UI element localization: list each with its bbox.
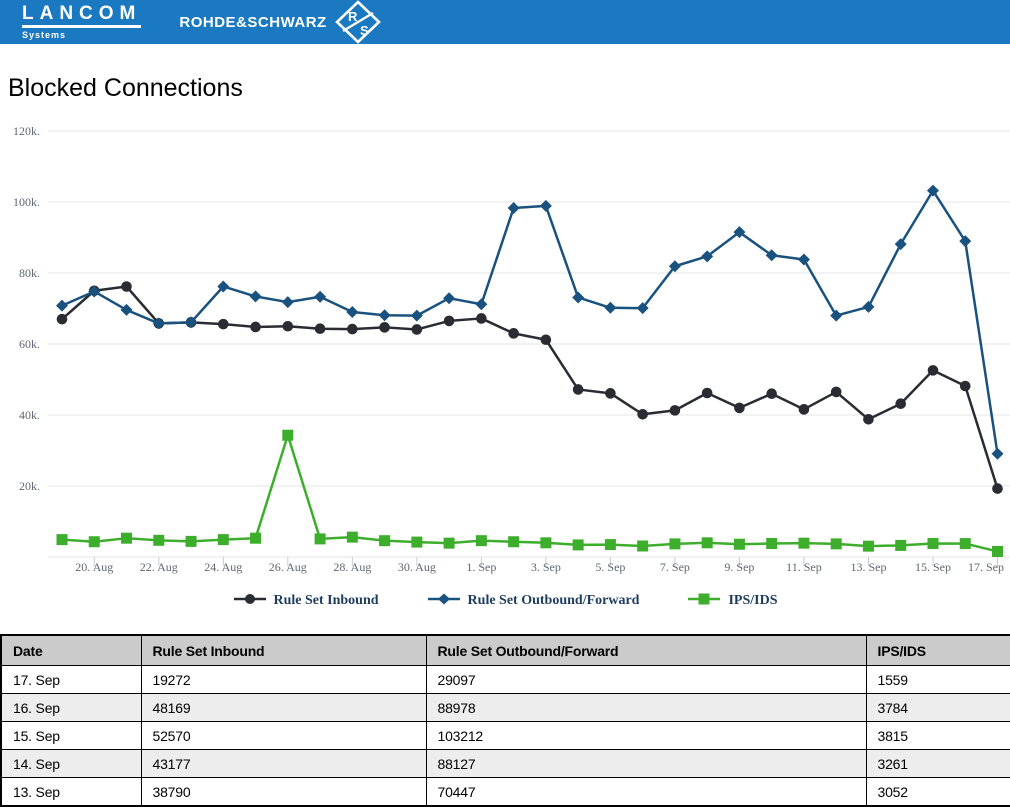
svg-text:R: R bbox=[348, 9, 358, 24]
legend-item-rule-set-outbound-forward[interactable]: Rule Set Outbound/Forward bbox=[427, 592, 640, 611]
rule-set-inbound-marker-icon bbox=[233, 592, 267, 611]
column-header-rule-set-inbound: Rule Set Inbound bbox=[140, 634, 427, 666]
x-axis-label: 5. Sep bbox=[595, 560, 625, 574]
legend-label: Rule Set Outbound/Forward bbox=[467, 593, 640, 608]
rule-set-outbound-forward-marker-icon bbox=[427, 592, 461, 611]
y-axis-label: 40k. bbox=[19, 408, 40, 422]
series-ips-ids bbox=[56, 429, 1003, 557]
cell-date: 15. Sep bbox=[0, 721, 142, 750]
chart-legend: Rule Set Inbound Rule Set Outbound/Forwa… bbox=[0, 592, 1010, 610]
cell-value: 3052 bbox=[865, 777, 1010, 807]
y-axis-label: 20k. bbox=[19, 479, 40, 493]
legend-item-rule-set-inbound[interactable]: Rule Set Inbound bbox=[233, 592, 379, 611]
lancom-wordmark: LANCOM bbox=[22, 4, 142, 28]
cell-value: 19272 bbox=[140, 665, 427, 694]
legend-label: Rule Set Inbound bbox=[273, 593, 379, 608]
lancom-subtitle: Systems bbox=[22, 30, 67, 40]
series-line bbox=[61, 285, 999, 489]
cell-value: 70447 bbox=[425, 777, 867, 807]
x-axis-label: 24. Aug bbox=[204, 560, 242, 574]
cell-value: 52570 bbox=[140, 721, 427, 750]
blocked-connections-chart: 20k. 40k. 60k. 80k. 100k. 120k. 20. Aug 22. Aug… bbox=[13, 124, 1010, 574]
y-axis-label: 120k. bbox=[13, 124, 40, 138]
rohde-schwarz-diamond-icon: R S bbox=[334, 0, 381, 44]
table-header-row: Date Rule Set Inbound Rule Set Outbound/… bbox=[0, 634, 1010, 666]
x-axis-label: 1. Sep bbox=[466, 560, 496, 574]
cell-value: 88127 bbox=[425, 749, 867, 778]
x-axis-label: 30. Aug bbox=[398, 560, 436, 574]
cell-value: 3261 bbox=[865, 749, 1010, 778]
table-row: 15. Sep 52570 103212 3815 bbox=[0, 721, 1010, 750]
x-axis-label: 7. Sep bbox=[660, 560, 690, 574]
y-axis-label: 100k. bbox=[13, 195, 40, 209]
svg-text:S: S bbox=[360, 23, 369, 38]
series-line bbox=[61, 189, 999, 454]
legend-label: IPS/IDS bbox=[728, 593, 778, 608]
series-rule-set-outbound-forward bbox=[56, 184, 1004, 460]
x-axis-label: 17. Sep bbox=[968, 560, 1004, 574]
column-header-ips-ids: IPS/IDS bbox=[865, 634, 1010, 666]
page-title: Blocked Connections bbox=[8, 74, 243, 102]
x-axis-label: 26. Aug bbox=[269, 560, 307, 574]
column-header-rule-set-outbound-forward: Rule Set Outbound/Forward bbox=[425, 634, 867, 666]
cell-value: 3815 bbox=[865, 721, 1010, 750]
cell-value: 3784 bbox=[865, 693, 1010, 722]
rohde-schwarz-wordmark: ROHDE&SCHWARZ bbox=[179, 13, 327, 31]
table-row: 17. Sep 19272 29097 1559 bbox=[0, 665, 1010, 694]
blocked-connections-table: Date Rule Set Inbound Rule Set Outbound/… bbox=[0, 634, 1010, 807]
x-axis-label: 22. Aug bbox=[140, 560, 178, 574]
table-row: 16. Sep 48169 88978 3784 bbox=[0, 693, 1010, 722]
ips-ids-marker-icon bbox=[687, 592, 721, 611]
cell-date: 17. Sep bbox=[0, 665, 142, 694]
x-axis-label: 3. Sep bbox=[531, 560, 561, 574]
series-rule-set-inbound bbox=[56, 281, 1003, 494]
cell-value: 48169 bbox=[140, 693, 427, 722]
cell-value: 43177 bbox=[140, 749, 427, 778]
y-axis-label: 80k. bbox=[19, 266, 40, 280]
x-axis-label: 20. Aug bbox=[75, 560, 113, 574]
y-axis-label: 60k. bbox=[19, 337, 40, 351]
cell-value: 103212 bbox=[425, 721, 867, 750]
brand-bar: LANCOM Systems ROHDE&SCHWARZ R S bbox=[0, 0, 1010, 44]
cell-date: 13. Sep bbox=[0, 777, 142, 807]
table-row: 14. Sep 43177 88127 3261 bbox=[0, 749, 1010, 778]
lancom-logo: LANCOM Systems bbox=[22, 4, 142, 40]
series-line bbox=[61, 433, 998, 553]
rohde-schwarz-logo: ROHDE&SCHWARZ R S bbox=[179, 0, 381, 44]
column-header-date: Date bbox=[0, 634, 142, 666]
table-row: 13. Sep 38790 70447 3052 bbox=[0, 777, 1010, 807]
cell-value: 38790 bbox=[140, 777, 427, 807]
cell-value: 1559 bbox=[865, 665, 1010, 694]
cell-date: 14. Sep bbox=[0, 749, 142, 778]
x-axis-label: 9. Sep bbox=[724, 560, 754, 574]
x-axis-label: 28. Aug bbox=[333, 560, 371, 574]
legend-item-ips-ids[interactable]: IPS/IDS bbox=[687, 592, 778, 611]
cell-value: 29097 bbox=[425, 665, 867, 694]
x-axis-label: 13. Sep bbox=[850, 560, 886, 574]
cell-date: 16. Sep bbox=[0, 693, 142, 722]
x-axis-label: 11. Sep bbox=[786, 560, 822, 574]
cell-value: 88978 bbox=[425, 693, 867, 722]
x-axis-label: 15. Sep bbox=[915, 560, 951, 574]
